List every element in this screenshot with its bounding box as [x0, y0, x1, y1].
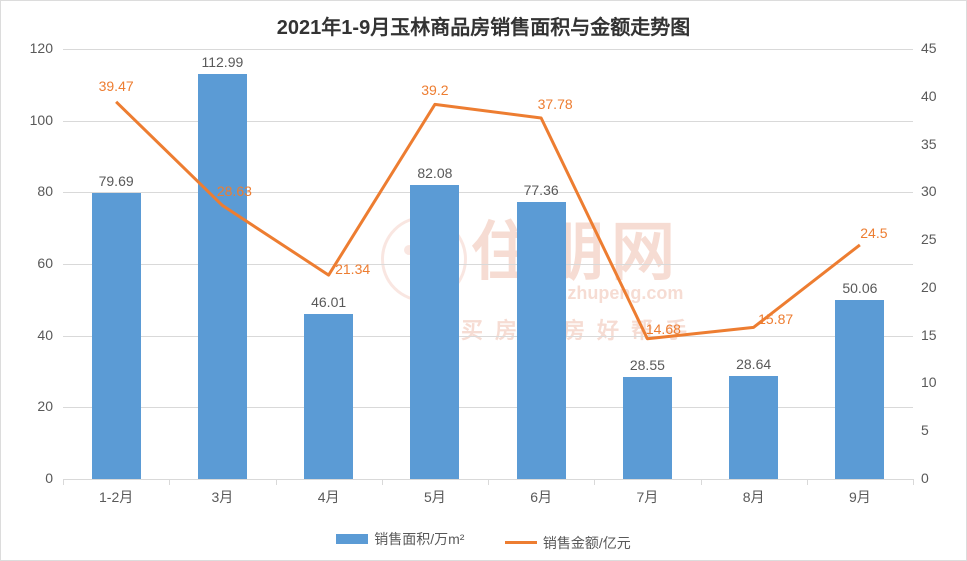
chart-root: 2021年1-9月玉林商品房销售面积与金额走势图 住朋网 www.zhupeng…: [0, 0, 967, 561]
y-right-tick-label: 10: [921, 374, 937, 390]
line-value-label: 39.2: [421, 82, 448, 98]
y-left-tick-label: 80: [13, 183, 53, 199]
x-tick-label: 7月: [594, 487, 700, 507]
x-tick-mark: [169, 479, 170, 485]
x-tick-mark: [63, 479, 64, 485]
plot-area: 79.69112.9946.0182.0877.3628.5528.6450.0…: [63, 49, 913, 479]
x-tick-label: 1-2月: [63, 487, 169, 507]
x-tick-mark: [913, 479, 914, 485]
line-value-label: 15.87: [758, 311, 793, 327]
x-tick-label: 9月: [807, 487, 913, 507]
x-tick-label: 5月: [382, 487, 488, 507]
x-tick-label: 4月: [276, 487, 382, 507]
y-left-tick-label: 60: [13, 255, 53, 271]
y-left-tick-label: 20: [13, 398, 53, 414]
x-tick-mark: [807, 479, 808, 485]
line-value-label: 21.34: [335, 261, 370, 277]
y-right-tick-label: 25: [921, 231, 937, 247]
x-tick-mark: [488, 479, 489, 485]
y-right-tick-label: 15: [921, 327, 937, 343]
legend: 销售面积/万m² 销售金额/亿元: [1, 529, 966, 553]
y-right-tick-label: 20: [921, 279, 937, 295]
line-value-label: 37.78: [538, 96, 573, 112]
y-left-tick-label: 40: [13, 327, 53, 343]
line-value-label: 39.47: [99, 78, 134, 94]
legend-line-label: 销售金额/亿元: [543, 533, 631, 553]
line-value-label: 28.63: [217, 183, 252, 199]
y-left-tick-label: 120: [13, 40, 53, 56]
y-right-tick-label: 5: [921, 422, 929, 438]
x-tick-mark: [382, 479, 383, 485]
legend-item-bar: 销售面积/万m²: [336, 529, 464, 549]
x-tick-label: 8月: [701, 487, 807, 507]
y-right-tick-label: 45: [921, 40, 937, 56]
x-tick-label: 6月: [488, 487, 594, 507]
line-value-label: 14.68: [646, 321, 681, 337]
legend-swatch-bar-icon: [336, 534, 368, 544]
x-tick-mark: [276, 479, 277, 485]
y-right-tick-label: 40: [921, 88, 937, 104]
y-right-tick-label: 35: [921, 136, 937, 152]
x-tick-label: 3月: [169, 487, 275, 507]
line-series: [63, 49, 913, 479]
legend-swatch-line-icon: [505, 541, 537, 544]
x-tick-mark: [701, 479, 702, 485]
y-left-tick-label: 100: [13, 112, 53, 128]
legend-item-line: 销售金额/亿元: [505, 533, 631, 553]
line-value-label: 24.5: [860, 225, 887, 241]
y-right-tick-label: 0: [921, 470, 929, 486]
y-right-tick-label: 30: [921, 183, 937, 199]
chart-title: 2021年1-9月玉林商品房销售面积与金额走势图: [1, 11, 966, 40]
x-tick-mark: [594, 479, 595, 485]
legend-bar-label: 销售面积/万m²: [374, 529, 464, 549]
y-left-tick-label: 0: [13, 470, 53, 486]
